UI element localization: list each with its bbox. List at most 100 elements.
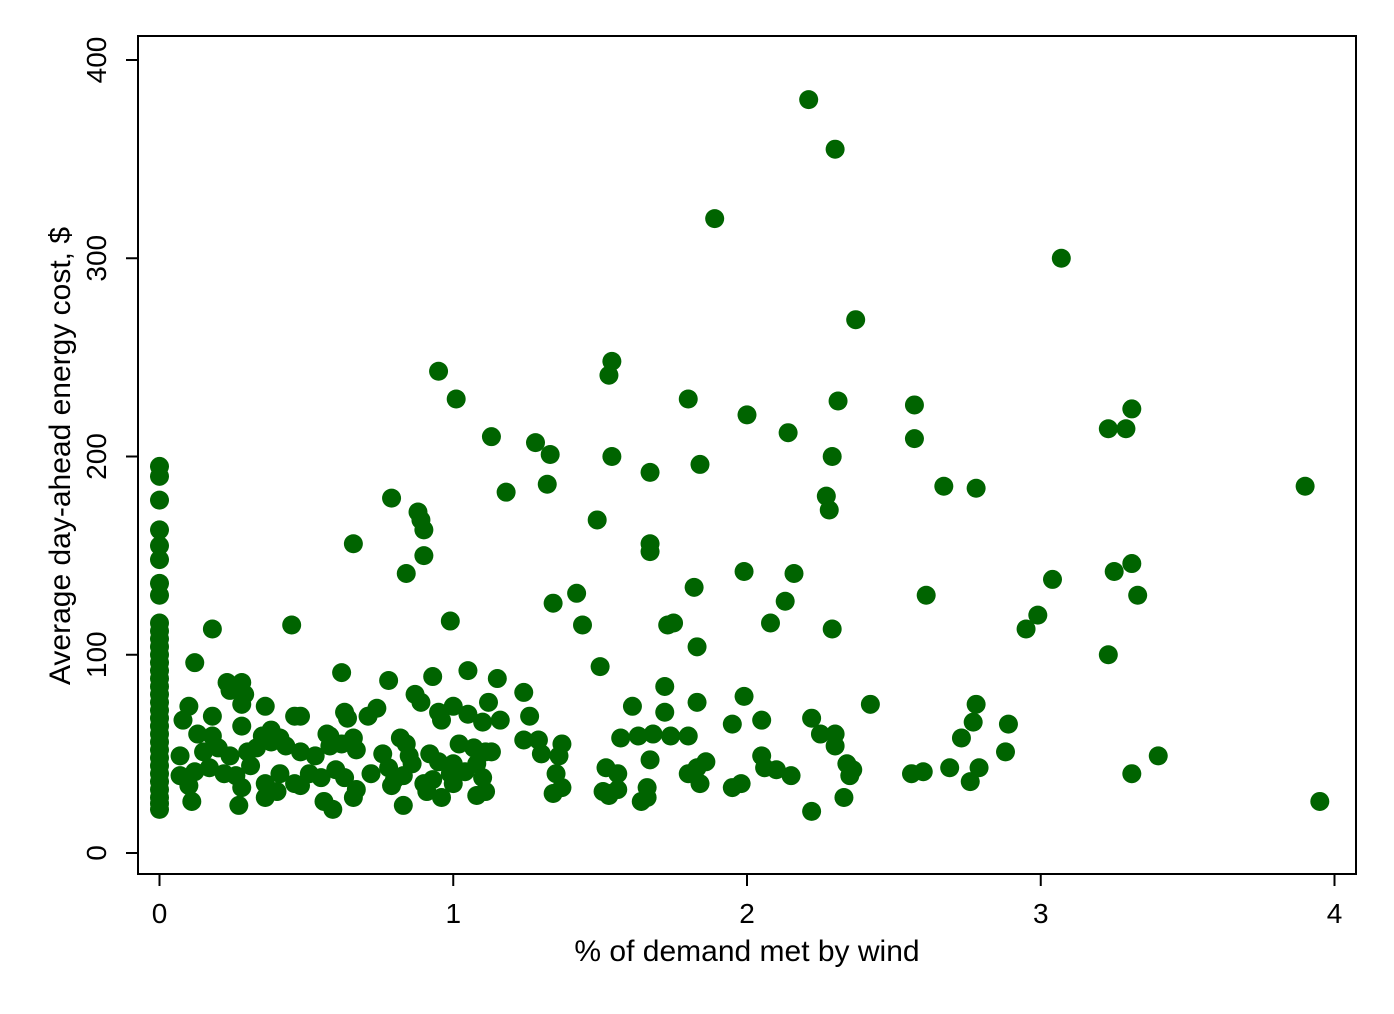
data-point [382, 776, 402, 796]
data-point [232, 694, 252, 714]
data-point [526, 433, 545, 453]
data-point [552, 778, 572, 798]
data-point [778, 423, 798, 443]
data-point [828, 391, 848, 411]
data-point [188, 724, 208, 744]
data-point [643, 724, 663, 744]
data-point [291, 742, 310, 762]
data-point [467, 786, 487, 806]
data-point [220, 746, 240, 766]
data-point [951, 728, 971, 748]
data-point [1122, 399, 1142, 419]
data-point [496, 482, 516, 502]
x-tick-label: 0 [152, 898, 168, 929]
data-point [514, 730, 534, 750]
data-point [229, 795, 249, 815]
y-tick-label: 100 [81, 631, 112, 678]
data-point [966, 478, 986, 498]
data-point [998, 714, 1018, 734]
data-point [567, 583, 587, 603]
data-point [458, 704, 478, 724]
data-point [602, 447, 622, 466]
data-point [1148, 746, 1168, 766]
data-point [916, 585, 936, 605]
data-point [599, 784, 619, 804]
data-point [343, 534, 363, 554]
data-point [261, 732, 281, 752]
data-point [1098, 419, 1118, 439]
data-point [631, 791, 651, 811]
data-point [1051, 248, 1071, 268]
data-point [819, 500, 839, 520]
x-tick-label: 1 [445, 898, 461, 929]
data-point [628, 726, 648, 746]
data-point [241, 756, 261, 776]
data-point [784, 563, 804, 583]
data-point [825, 139, 845, 159]
data-point [291, 776, 310, 796]
data-point [379, 671, 399, 691]
data-point [1122, 554, 1142, 574]
data-point [678, 389, 698, 409]
data-point [1116, 419, 1136, 439]
data-point [611, 728, 631, 748]
data-point [443, 774, 463, 794]
data-points [150, 90, 1330, 821]
data-point [305, 746, 325, 766]
data-point [179, 776, 199, 796]
data-point [276, 736, 296, 756]
data-point [458, 661, 478, 681]
data-point [220, 680, 240, 700]
data-point [737, 405, 757, 425]
y-tick-label: 300 [81, 235, 112, 282]
data-point [664, 613, 684, 633]
data-point [1098, 645, 1118, 665]
data-point [640, 462, 660, 482]
x-tick-label: 2 [739, 898, 755, 929]
x-tick-label: 3 [1033, 898, 1049, 929]
data-point [267, 782, 287, 802]
data-point [361, 764, 381, 784]
data-point [531, 744, 551, 764]
y-tick-label: 200 [81, 433, 112, 480]
data-point [1028, 605, 1048, 625]
data-point [396, 563, 416, 583]
data-point [150, 466, 169, 486]
data-point [960, 772, 980, 792]
data-point [822, 447, 842, 466]
data-point [473, 712, 493, 732]
y-tick-label: 400 [81, 37, 112, 84]
data-point [825, 736, 845, 756]
data-point [540, 445, 560, 465]
data-point [799, 90, 819, 110]
data-point [335, 768, 355, 788]
data-point [822, 619, 842, 639]
data-point [481, 427, 501, 447]
data-point [432, 787, 451, 807]
data-point [487, 669, 507, 689]
data-point [311, 768, 331, 788]
data-point [734, 561, 754, 581]
data-point [202, 619, 222, 639]
data-point [255, 696, 275, 716]
data-point [150, 585, 169, 605]
data-point [291, 706, 310, 726]
data-point [904, 429, 924, 449]
data-point [655, 676, 675, 696]
data-point [781, 766, 801, 786]
data-point [904, 395, 924, 415]
data-point [661, 726, 681, 746]
data-point [590, 657, 610, 677]
data-point [417, 782, 437, 802]
data-point [514, 682, 534, 702]
data-point [587, 510, 607, 530]
data-point [402, 754, 422, 774]
data-point [1128, 585, 1148, 605]
data-point [346, 740, 366, 760]
data-point [414, 546, 434, 566]
data-point [549, 746, 569, 766]
data-point [722, 714, 742, 734]
data-point [690, 774, 710, 794]
data-point [640, 750, 660, 770]
